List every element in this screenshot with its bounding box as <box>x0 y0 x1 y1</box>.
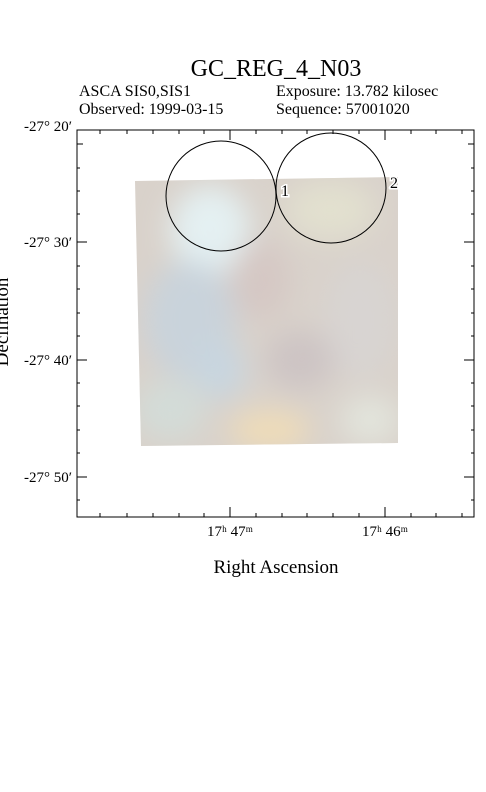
instrument: ASCA SIS0,SIS1 <box>79 83 191 100</box>
region-label: 1 <box>281 183 289 200</box>
plot-frame <box>76 129 475 518</box>
region-circle <box>275 132 387 244</box>
y-tick-label: -27° 30′ <box>24 235 72 251</box>
y-axis-label: Declination <box>0 277 13 366</box>
x-axis-label: Right Ascension <box>213 557 339 578</box>
sequence: Sequence: 57001020 <box>276 101 410 118</box>
x-tick-label: 17ʰ 47ᵐ <box>207 524 254 540</box>
region-label: 2 <box>390 175 398 192</box>
region-circle <box>165 140 277 252</box>
frame-ticks <box>77 130 474 517</box>
x-tick-label: 17ʰ 46ᵐ <box>362 524 409 540</box>
exposure: Exposure: 13.782 kilosec <box>276 83 438 100</box>
observed: Observed: 1999-03-15 <box>79 101 223 118</box>
y-tick-label: -27° 50′ <box>24 470 72 486</box>
title: GC_REG_4_N03 <box>191 56 362 82</box>
y-tick-label: -27° 20′ <box>24 119 72 135</box>
sky-image <box>135 177 398 446</box>
y-tick-label: -27° 40′ <box>24 353 72 369</box>
